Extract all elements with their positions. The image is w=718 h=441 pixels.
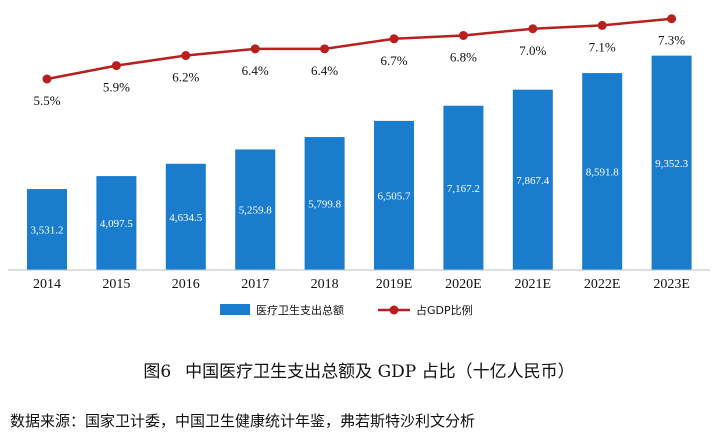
x-tick-label: 2020E <box>445 277 482 292</box>
line-point <box>181 51 191 61</box>
x-tick-label: 2017 <box>241 277 269 292</box>
bar-value-label: 5,799.8 <box>308 199 342 211</box>
bar <box>651 55 692 271</box>
figure-caption: 图6 中国医疗卫生支出总额及 GDP 占比（十亿人民币） <box>0 357 718 382</box>
line-series: 5.5% 5.9% 6.2% 6.4% 6.4% 6.7% 6.8% 7.0% 7.1% 7.3% <box>33 14 685 108</box>
legend: 医疗卫生支出总额 占GDP比例 <box>220 303 473 317</box>
line-point <box>667 14 677 24</box>
data-source: 数据来源：国家卫计委，中国卫生健康统计年鉴，弗若斯特沙利文分析 <box>10 412 476 430</box>
line-point <box>389 34 399 44</box>
line-point <box>320 44 330 54</box>
line-point <box>458 30 468 40</box>
bar-value-label: 7,167.2 <box>447 183 480 195</box>
gdp-share-line <box>46 17 672 81</box>
figure-number: 图6 <box>143 362 172 382</box>
bar-value-label: 5,259.8 <box>239 205 273 217</box>
x-tick-label: 2019E <box>376 277 413 292</box>
line-point <box>250 44 260 54</box>
x-tick-label: 2016 <box>172 277 200 292</box>
bar <box>96 176 137 270</box>
line-value-label: 6.2% <box>172 70 199 85</box>
line-value-label: 5.9% <box>103 80 130 95</box>
bar <box>165 163 206 270</box>
bar-value-label: 8,591.8 <box>586 167 620 179</box>
figure-title: 中国医疗卫生支出总额及 GDP 占比（十亿人民币） <box>185 362 575 382</box>
line-value-label: 7.1% <box>589 39 616 54</box>
line-value-label: 6.7% <box>380 53 407 68</box>
bar-series: 3,531.2 4,097.5 4,634.5 5,259.8 5,799.8 6,505… <box>27 55 692 271</box>
line-point <box>111 61 121 71</box>
line-point <box>528 24 538 34</box>
line-value-label: 6.8% <box>450 49 477 64</box>
combo-chart: 3,531.2 4,097.5 4,634.5 5,259.8 5,799.8 6,505… <box>8 14 710 317</box>
bar-value-label: 6,505.7 <box>378 190 412 202</box>
line-value-label: 7.0% <box>519 43 546 58</box>
line-point <box>42 74 52 84</box>
bar <box>443 105 484 270</box>
bar <box>374 120 414 270</box>
bar <box>235 149 276 270</box>
line-value-label: 6.4% <box>311 63 338 78</box>
x-tick-label: 2023E <box>653 277 690 292</box>
bar-value-label: 9,352.3 <box>655 158 689 170</box>
bar-value-label: 7,867.4 <box>516 175 550 187</box>
bar <box>512 89 553 270</box>
x-tick-label: 2014 <box>33 277 61 292</box>
line-point <box>597 20 607 30</box>
legend-bar-label: 医疗卫生支出总额 <box>256 303 344 317</box>
line-value-label: 5.5% <box>33 93 60 108</box>
line-value-label: 6.4% <box>242 63 269 78</box>
bar-value-label: 4,097.5 <box>100 218 134 230</box>
bar-value-label: 4,634.5 <box>169 212 203 224</box>
bar <box>27 189 67 270</box>
x-tick-label: 2021E <box>515 277 552 292</box>
x-tick-label: 2015 <box>102 277 130 292</box>
bar-value-label: 3,531.2 <box>31 225 64 237</box>
line-value-label: 7.3% <box>658 33 685 48</box>
legend-line-label: 占GDP比例 <box>416 303 473 317</box>
x-tick-labels: 2014 2015 2016 2017 2018 2019E 2020E 2021E 2022E… <box>33 277 690 292</box>
legend-line-marker <box>389 305 399 315</box>
x-tick-label: 2018 <box>311 277 339 292</box>
bar <box>304 137 345 270</box>
legend-bar-swatch <box>220 304 250 315</box>
x-tick-label: 2022E <box>584 277 621 292</box>
bar <box>582 73 623 270</box>
